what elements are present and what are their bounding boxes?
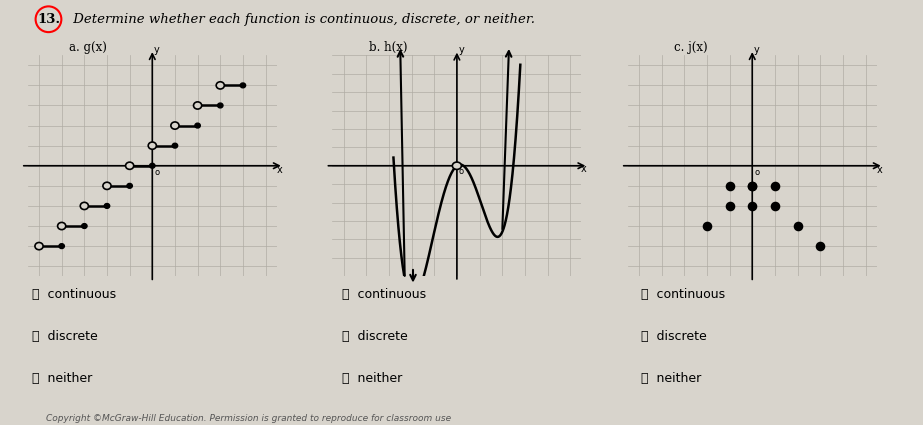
Circle shape — [35, 243, 43, 250]
Circle shape — [80, 202, 89, 210]
Text: Ⓒ  neither: Ⓒ neither — [32, 372, 92, 385]
Text: b. h(x): b. h(x) — [369, 41, 408, 54]
Text: y: y — [459, 45, 464, 55]
Circle shape — [194, 102, 202, 109]
Circle shape — [104, 204, 110, 208]
Circle shape — [59, 244, 65, 249]
Text: o: o — [754, 168, 760, 177]
Text: Ⓐ  continuous: Ⓐ continuous — [32, 287, 116, 300]
Text: o: o — [459, 167, 464, 176]
Text: Ⓐ  continuous: Ⓐ continuous — [641, 287, 725, 300]
Circle shape — [216, 82, 224, 89]
Circle shape — [150, 163, 155, 168]
Text: c. j(x): c. j(x) — [674, 41, 707, 54]
Text: y: y — [754, 45, 760, 55]
Circle shape — [102, 182, 111, 190]
Text: Determine whether each function is continuous, discrete, or neither.: Determine whether each function is conti… — [69, 13, 535, 26]
Text: Ⓑ  discrete: Ⓑ discrete — [32, 330, 98, 343]
Circle shape — [127, 184, 132, 188]
Point — [722, 182, 737, 189]
Text: o: o — [154, 168, 160, 177]
Circle shape — [57, 222, 66, 230]
Point — [745, 182, 760, 189]
Text: Ⓑ  discrete: Ⓑ discrete — [641, 330, 707, 343]
Point — [745, 203, 760, 210]
Text: 13.: 13. — [37, 13, 60, 26]
Text: x: x — [876, 165, 882, 175]
Circle shape — [171, 122, 179, 129]
Point — [722, 203, 737, 210]
Point — [768, 203, 783, 210]
Text: y: y — [154, 45, 160, 55]
Text: x: x — [276, 165, 282, 175]
Circle shape — [240, 83, 246, 88]
Circle shape — [81, 224, 87, 228]
Text: a. g(x): a. g(x) — [69, 41, 107, 54]
Circle shape — [218, 103, 223, 108]
Circle shape — [195, 123, 200, 128]
Point — [768, 182, 783, 189]
Circle shape — [173, 143, 177, 148]
Point — [813, 243, 828, 249]
Circle shape — [452, 162, 462, 170]
Text: Ⓑ  discrete: Ⓑ discrete — [342, 330, 407, 343]
Point — [790, 223, 805, 230]
Text: Ⓒ  neither: Ⓒ neither — [641, 372, 701, 385]
Text: Ⓒ  neither: Ⓒ neither — [342, 372, 402, 385]
Text: x: x — [581, 164, 587, 174]
Point — [745, 182, 760, 189]
Point — [700, 223, 714, 230]
Text: Copyright ©McGraw-Hill Education. Permission is granted to reproduce for classro: Copyright ©McGraw-Hill Education. Permis… — [46, 414, 451, 423]
Text: Ⓐ  continuous: Ⓐ continuous — [342, 287, 426, 300]
Circle shape — [126, 162, 134, 170]
Circle shape — [149, 142, 156, 149]
